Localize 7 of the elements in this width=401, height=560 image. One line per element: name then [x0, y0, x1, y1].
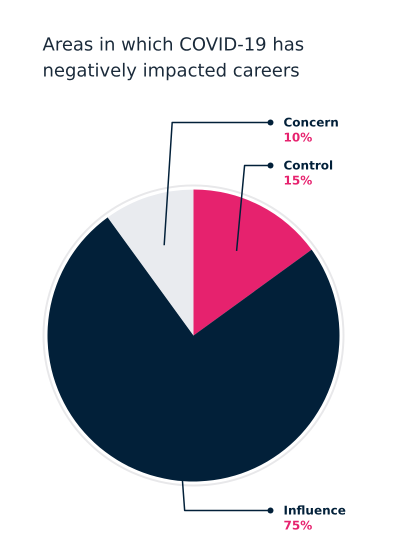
chart-title: Areas in which COVID-19 has negatively impacted careers — [42, 34, 304, 82]
data-label: 15% — [284, 174, 312, 188]
data-label: 10% — [284, 130, 312, 144]
slice-label: Concern — [284, 116, 339, 130]
legend-label: Influence — [284, 504, 346, 518]
slice-label: Control — [284, 158, 334, 172]
data-label: 75% — [284, 518, 312, 532]
